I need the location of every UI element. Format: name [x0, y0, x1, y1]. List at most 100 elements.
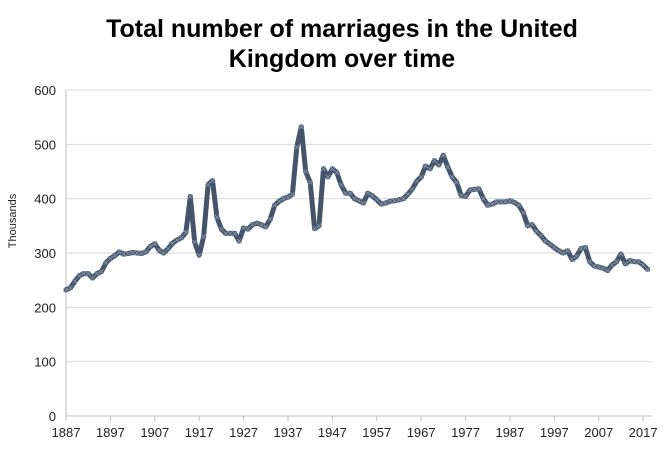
x-tick-label: 1977 [451, 425, 480, 440]
data-point [374, 197, 380, 203]
data-point [227, 230, 233, 236]
data-point [205, 181, 211, 188]
data-point [125, 250, 131, 257]
data-point [280, 196, 287, 202]
x-tick-label: 2017 [629, 425, 658, 440]
data-point [143, 249, 149, 255]
y-tick-labels: 0 100 200 300 400 500 600 [34, 83, 56, 424]
data-point [94, 271, 100, 277]
data-point [178, 235, 184, 241]
data-point [565, 248, 571, 254]
data-point [560, 250, 566, 256]
data-point [72, 278, 78, 284]
x-tick-label: 2007 [584, 425, 613, 440]
data-point [618, 251, 624, 257]
data-point [582, 245, 588, 251]
data-point [502, 199, 509, 205]
data-point [130, 249, 136, 256]
data-point [289, 191, 295, 197]
data-point [285, 194, 291, 200]
data-point [391, 198, 398, 204]
data-point [414, 178, 420, 184]
data-point [551, 245, 557, 251]
y-tick-label: 100 [34, 355, 56, 370]
data-point [320, 166, 327, 172]
data-point [449, 174, 455, 180]
data-point [347, 190, 353, 196]
data-point [542, 238, 549, 244]
data-point [263, 224, 269, 230]
data-point [67, 285, 73, 291]
data-point [241, 225, 247, 231]
data-point [454, 179, 460, 185]
data-point [258, 222, 264, 228]
data-point [245, 226, 251, 232]
data-point [76, 273, 82, 279]
data-point [63, 287, 69, 293]
x-tick-labels: 1887 1897 1907 1917 1927 1937 1947 1957 1967 1977… [52, 425, 658, 440]
data-point [400, 196, 406, 202]
data-point [298, 124, 304, 130]
data-point [622, 261, 628, 267]
data-point [156, 247, 162, 253]
chart-title-line-1: Total number of marriages in the United [106, 15, 578, 43]
data-point [312, 225, 318, 232]
x-tick-label: 1917 [185, 425, 214, 440]
y-tick-label: 300 [34, 246, 56, 261]
data-point [365, 190, 371, 196]
data-point [174, 237, 180, 243]
data-point [605, 267, 611, 273]
data-point [214, 214, 220, 220]
data-point [520, 210, 526, 216]
data-point [600, 265, 606, 271]
data-point [85, 271, 91, 277]
data-point [161, 250, 167, 256]
data-point [525, 223, 531, 229]
data-point [640, 262, 646, 268]
axes [65, 90, 652, 421]
data-point [201, 234, 207, 240]
data-point [573, 253, 580, 259]
data-point [534, 228, 540, 234]
chart-title-line-2: Kingdom over time [229, 45, 456, 73]
data-point [334, 170, 340, 176]
data-point [183, 229, 189, 235]
data-point [507, 198, 513, 204]
y-tick-label: 0 [49, 409, 56, 424]
data-point [236, 238, 242, 244]
data-point [387, 198, 393, 204]
data-point [360, 200, 366, 206]
data-point [316, 223, 322, 229]
y-axis-label: Thousands [7, 193, 19, 248]
data-point [294, 144, 300, 150]
data-point [107, 255, 113, 261]
data-point [169, 240, 176, 246]
y-tick-label: 600 [34, 83, 56, 98]
data-point [223, 230, 229, 236]
data-point [81, 271, 87, 277]
data-point [529, 222, 535, 228]
data-point [276, 198, 282, 204]
data-point [343, 190, 349, 196]
data-point [440, 152, 446, 158]
data-point [485, 202, 491, 208]
data-point [383, 200, 389, 206]
data-point [462, 193, 469, 200]
data-point [138, 250, 145, 257]
data-series [63, 124, 651, 293]
data-point [272, 202, 278, 208]
data-point [431, 158, 438, 164]
data-point [609, 262, 615, 268]
data-point [627, 258, 633, 264]
data-point [147, 243, 153, 250]
data-point [152, 241, 158, 247]
data-point [494, 199, 500, 205]
data-point [369, 193, 375, 199]
series-line [63, 124, 651, 293]
data-point [307, 179, 313, 185]
x-tick-label: 1887 [52, 425, 81, 440]
x-tick-label: 1897 [96, 425, 125, 440]
data-point [578, 246, 584, 252]
data-point [569, 256, 575, 263]
